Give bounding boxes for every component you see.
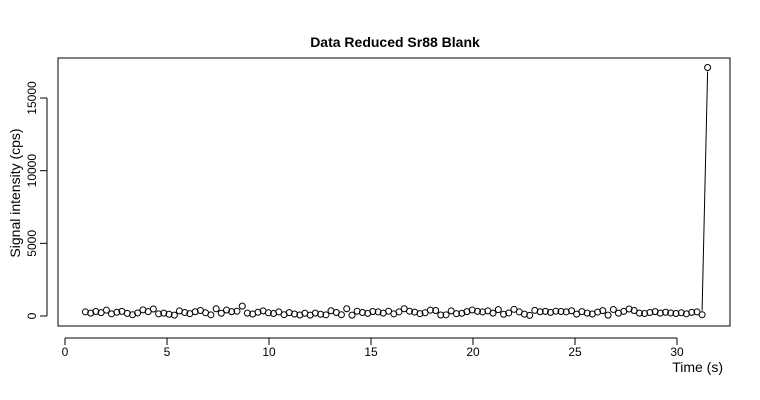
data-point [337,311,345,319]
spike-line [701,71,709,311]
data-point [243,309,251,317]
y-tick-label: 15000 [25,81,39,115]
data-point [557,307,565,315]
data-point [228,308,236,316]
data-point [134,309,142,317]
data-point [479,308,487,316]
data-point [541,307,549,315]
y-tick-label: 0 [25,312,39,319]
data-point [322,311,330,319]
data-point [473,307,481,315]
data-point [311,309,319,317]
data-point [369,307,377,315]
data-point [583,309,591,317]
data-point [223,306,231,314]
data-point [526,311,534,319]
data-point [113,308,121,316]
data-point [238,302,246,310]
data-point [568,307,576,315]
data-points [81,63,712,319]
data-point [87,309,95,317]
data-point [348,311,356,319]
data-point [452,310,460,318]
x-tick-label: 5 [164,345,171,359]
x-ticks [64,338,678,345]
data-point [181,309,189,317]
chart-title: Data Reduced Sr88 Blank [310,34,480,50]
data-point [275,308,283,316]
data-point [165,310,173,318]
data-point [562,308,570,316]
data-point [677,309,685,317]
spike-lines [701,71,709,311]
data-point [442,311,450,319]
data-point [432,306,440,314]
data-point [92,307,100,315]
data-point [343,305,351,313]
data-point [155,310,163,318]
x-tick-label: 15 [364,345,378,359]
x-tick-labels: 0 5 10 15 20 25 30 [62,345,684,359]
data-point [254,308,262,316]
data-point [494,306,502,314]
y-tick-label: 5000 [25,230,39,257]
data-point [672,310,680,318]
data-point [641,310,649,318]
data-point [264,309,272,317]
data-point [437,311,445,319]
data-point [207,311,215,319]
y-ticks [40,97,47,317]
y-tick-labels: 0 5000 10000 15000 [25,81,39,319]
data-point [406,307,414,315]
data-point [599,307,607,315]
data-point [594,308,602,316]
data-point [170,311,178,319]
x-tick-label: 0 [62,345,69,359]
data-point [625,305,633,313]
x-tick-label: 20 [466,345,480,359]
data-point [698,311,706,319]
data-point [547,308,555,316]
data-point [149,305,157,313]
data-point [291,310,298,318]
data-point [233,307,241,315]
data-point [416,310,424,318]
data-point [81,308,89,316]
data-point [604,311,612,319]
data-point [646,309,654,317]
data-point [358,309,366,317]
x-tick-label: 30 [670,345,684,359]
data-point [609,305,617,313]
data-point [458,309,466,317]
data-point [500,310,508,318]
data-point [688,308,696,316]
data-point [651,308,659,316]
data-point [505,309,513,317]
data-point [447,307,455,315]
data-point [217,309,225,317]
data-point [317,310,325,318]
data-point [704,63,712,71]
data-point [552,307,560,315]
data-point [395,308,403,316]
data-point [667,309,675,317]
y-tick-label: 10000 [25,154,39,188]
x-axis-label: Time (s) [672,359,723,375]
data-point [656,309,664,317]
data-point [160,309,168,317]
data-point [374,308,382,316]
data-point [635,309,643,317]
data-point [662,308,670,316]
data-point [536,308,544,316]
data-point [212,305,220,313]
data-point [489,309,497,317]
data-point [426,306,434,314]
plot-frame [57,57,731,327]
x-tick-label: 25 [568,345,582,359]
y-axis-label: Signal intensity (cps) [7,128,23,257]
x-tick-label: 10 [262,345,276,359]
data-point [102,306,110,314]
